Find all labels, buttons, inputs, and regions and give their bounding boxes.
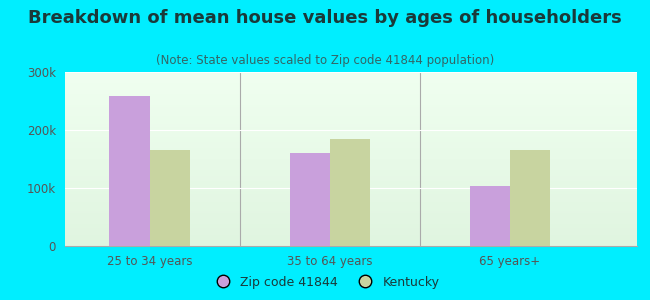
Bar (109, 96, 150, 246)
Bar (470, 186, 510, 246)
Bar (150, 150, 190, 246)
Bar (510, 150, 550, 246)
Text: Breakdown of mean house values by ages of householders: Breakdown of mean house values by ages o… (28, 9, 622, 27)
Legend: Zip code 41844, Kentucky: Zip code 41844, Kentucky (205, 271, 445, 294)
Bar (289, 153, 330, 246)
Text: (Note: State values scaled to Zip code 41844 population): (Note: State values scaled to Zip code 4… (156, 54, 494, 67)
Bar (330, 139, 370, 246)
